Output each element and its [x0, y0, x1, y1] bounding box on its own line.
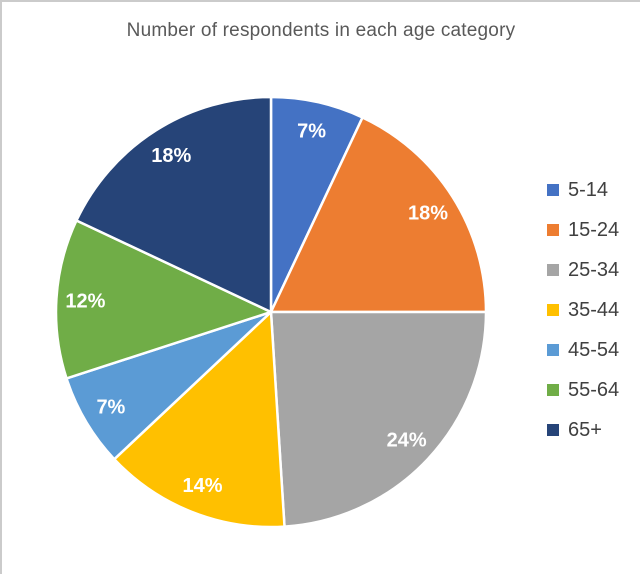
legend-swatch-icon: [547, 224, 559, 236]
pie-slice-35-44: [113, 310, 286, 529]
data-label-55-64: 12%: [65, 290, 105, 312]
data-label-25-34: 24%: [387, 429, 427, 451]
data-label-5-14: 7%: [297, 121, 326, 143]
data-label-65+: 18%: [151, 145, 191, 167]
legend-label: 5-14: [568, 179, 609, 201]
legend-item-15-24: 15-24: [547, 210, 619, 250]
legend-label: 55-64: [568, 379, 620, 401]
legend-item-5-14: 5-14: [547, 170, 619, 210]
legend-swatch-icon: [547, 184, 559, 196]
legend-swatch-icon: [547, 344, 559, 356]
legend-item-25-34: 25-34: [547, 250, 619, 290]
legend-label: 15-24: [568, 219, 620, 241]
data-label-45-54: 7%: [96, 397, 125, 419]
pie-slice-15-24: [269, 116, 488, 314]
legend-label: 65+: [568, 419, 602, 441]
legend-item-65+: 65+: [547, 410, 619, 450]
legend-item-55-64: 55-64: [547, 370, 619, 410]
legend-swatch-icon: [547, 264, 559, 276]
legend-item-35-44: 35-44: [547, 290, 619, 330]
pie-slice-25-34: [269, 310, 488, 528]
legend-label: 35-44: [568, 299, 620, 321]
data-label-15-24: 18%: [408, 202, 448, 224]
legend-swatch-icon: [547, 304, 559, 316]
pie-slice-55-64: [54, 219, 273, 380]
chart-title: Number of respondents in each age catego…: [126, 20, 516, 41]
legend-label: 45-54: [568, 339, 620, 361]
legend-swatch-icon: [547, 424, 559, 436]
legend-swatch-icon: [547, 384, 559, 396]
legend-label: 25-34: [568, 259, 620, 281]
chart-legend: 5-14 15-24 25-34 35-44 45-54 55-64 65+: [547, 170, 619, 450]
pie-slice-65+: [75, 95, 273, 314]
data-label-35-44: 14%: [182, 475, 222, 497]
legend-item-45-54: 45-54: [547, 330, 619, 370]
